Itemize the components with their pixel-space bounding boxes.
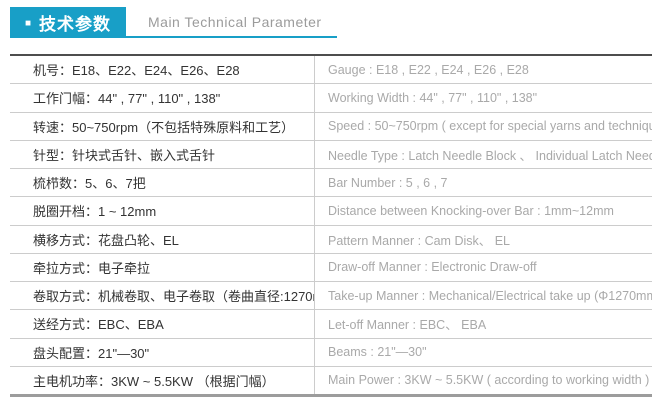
square-bullet-icon: ■	[24, 17, 32, 29]
spec-cn-cell: 工作门幅：44" , 77" , 110" , 138"	[10, 84, 315, 112]
spec-en-cell: Main Power : 3KW ~ 5.5KW ( according to …	[328, 373, 650, 388]
spec-cn-cell: 卷取方式：机械卷取、电子卷取（卷曲直径:1270mm)	[10, 282, 315, 310]
spec-row-needle-type: 针型：针块式舌针、嵌入式舌针 Needle Type : Latch Needl…	[10, 140, 652, 169]
spec-row-pattern-manner: 横移方式：花盘凸轮、EL Pattern Manner : Cam Disk、 …	[10, 225, 652, 254]
spec-en-cell: Beams : 21"—30"	[328, 345, 427, 360]
section-title-badge: ■ 技术参数	[10, 7, 126, 38]
spec-cn-cell: 梳栉数：5、6、7把	[10, 169, 315, 197]
spec-row-bar-number: 梳栉数：5、6、7把 Bar Number : 5 , 6 , 7	[10, 169, 652, 198]
spec-en-cell: Take-up Manner : Mechanical/Electrical t…	[328, 288, 652, 303]
spec-en-cell: Working Width : 44" , 77" , 110" , 138"	[328, 90, 538, 105]
spec-row-main-power: 主电机功率：3KW ~ 5.5KW （根据门幅） Main Power : 3K…	[10, 366, 652, 394]
spec-en-cell: Needle Type : Latch Needle Block 、 Indiv…	[328, 148, 652, 163]
spec-en-cell: Gauge : E18 , E22 , E24 , E26 , E28	[328, 62, 529, 77]
spec-cn-cell: 主电机功率：3KW ~ 5.5KW （根据门幅）	[10, 366, 315, 394]
header-underline	[10, 36, 337, 38]
spec-en-cell: Bar Number : 5 , 6 , 7	[328, 175, 448, 190]
spec-cn-cell: 牵拉方式：电子牵拉	[10, 253, 315, 281]
section-title-cn: 技术参数	[39, 15, 112, 34]
spec-table: 机号：E18、E22、E24、E26、E28 Gauge : E18 , E22…	[10, 54, 652, 397]
spec-cn-cell: 盘头配置：21"—30"	[10, 338, 315, 366]
spec-row-let-off-manner: 送经方式：EBC、EBA Let-off Manner : EBC、 EBA	[10, 310, 652, 339]
spec-row-speed: 转速：50~750rpm（不包括特殊原料和工艺） Speed : 50~750r…	[10, 112, 652, 141]
spec-cn-cell: 转速：50~750rpm（不包括特殊原料和工艺）	[10, 112, 315, 140]
spec-row-working-width: 工作门幅：44" , 77" , 110" , 138" Working Wid…	[10, 84, 652, 113]
spec-row-gauge: 机号：E18、E22、E24、E26、E28 Gauge : E18 , E22…	[10, 56, 652, 85]
spec-cn-cell: 送经方式：EBC、EBA	[10, 310, 315, 338]
spec-en-cell: Let-off Manner : EBC、 EBA	[328, 318, 487, 333]
spec-cn-cell: 机号：E18、E22、E24、E26、E28	[10, 56, 315, 84]
spec-en-cell: Pattern Manner : Cam Disk、 EL	[328, 233, 511, 248]
section-header: ■ 技术参数 Main Technical Parameter	[10, 7, 662, 40]
spec-en-cell: Distance between Knocking-over Bar : 1mm…	[328, 203, 614, 218]
spec-row-draw-off-manner: 牵拉方式：电子牵拉 Draw-off Manner : Electronic D…	[10, 253, 652, 282]
spec-cn-cell: 横移方式：花盘凸轮、EL	[10, 225, 315, 253]
spec-cn-cell: 针型：针块式舌针、嵌入式舌针	[10, 140, 315, 168]
spec-row-knocking-over-distance: 脱圈开档：1 ~ 12mm Distance between Knocking-…	[10, 197, 652, 226]
spec-cn-cell: 脱圈开档：1 ~ 12mm	[10, 197, 315, 225]
spec-en-cell: Speed : 50~750rpm ( except for special y…	[328, 119, 652, 134]
section-title-english: Main Technical Parameter	[148, 14, 322, 30]
spec-row-beams: 盘头配置：21"—30" Beams : 21"—30"	[10, 338, 652, 367]
spec-en-cell: Draw-off Manner : Electronic Draw-off	[328, 260, 537, 275]
spec-row-take-up-manner: 卷取方式：机械卷取、电子卷取（卷曲直径:1270mm) Take-up Mann…	[10, 282, 652, 311]
